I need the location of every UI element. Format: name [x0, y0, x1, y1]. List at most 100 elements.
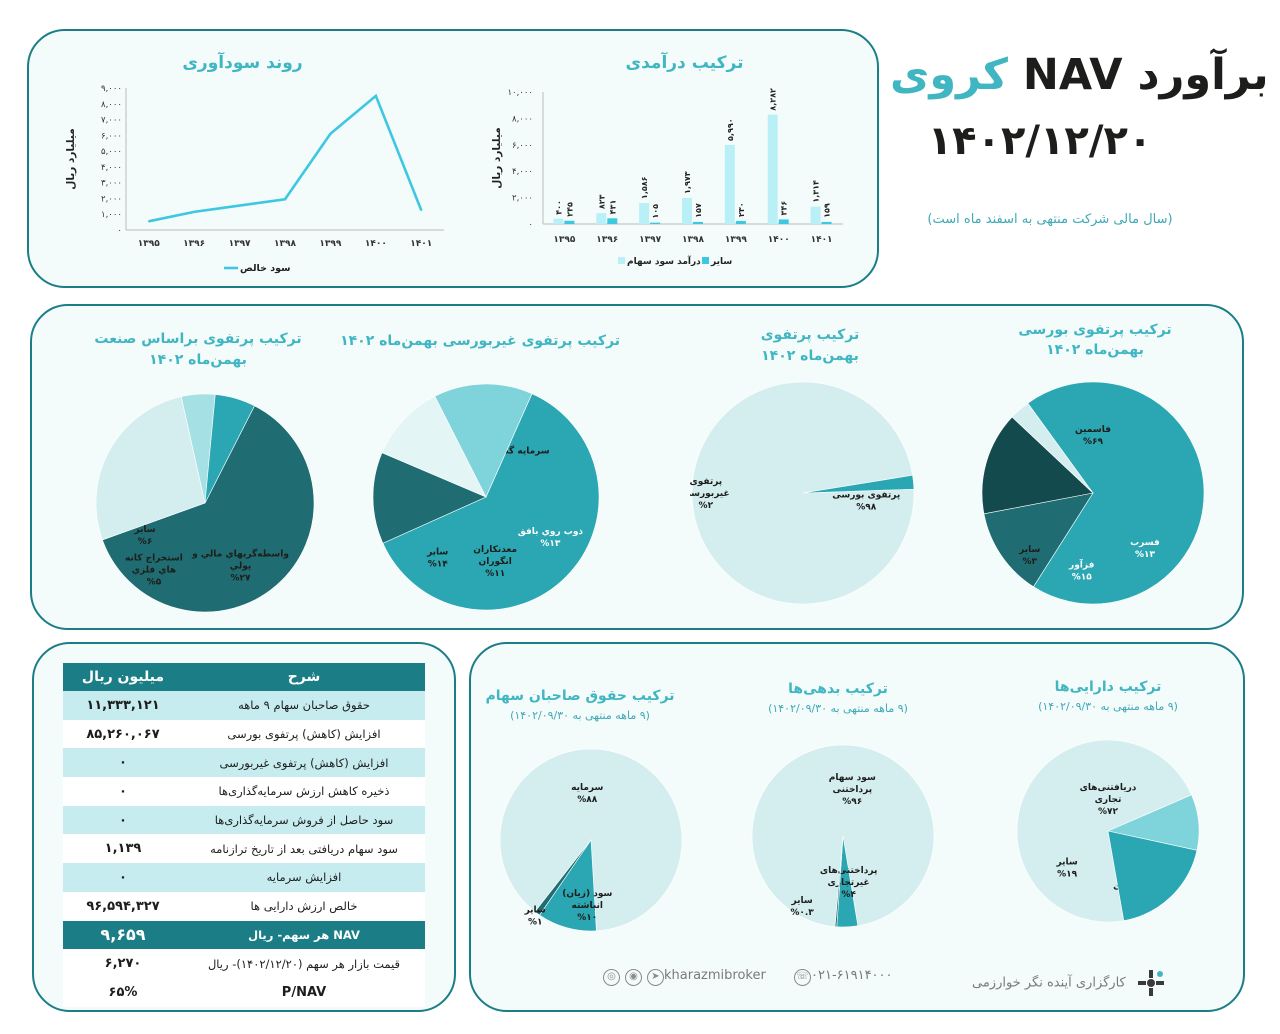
otc-portfolio-pie: سرمایه گذاري انديشه محوران%۶۱ذوب روي باف…	[372, 383, 600, 611]
y-tick-label: ۰	[117, 226, 122, 236]
slice-pct: %۱۳	[1135, 550, 1156, 560]
bar-label: ۸,۲۸۲	[769, 88, 778, 111]
liabilities-title: ترکیب بدهی‌ها	[788, 681, 888, 697]
bar-label: ۵,۹۹۰	[726, 118, 735, 141]
row-value: ۱,۱۳۹	[63, 834, 183, 864]
slice-label: سود (زیان)	[562, 889, 612, 899]
y-axis-label: میلیارد ریال	[65, 128, 77, 189]
page-title: کروی NAV برآورد	[890, 50, 1269, 100]
profit-trend-title: روند سودآوری	[182, 53, 303, 73]
equity-pie: سرمایه %۸۸ سود (زیان) انباشته %۱۰ سایر %۱	[499, 748, 683, 932]
income-mix-chart: ۰ ۲,۰۰۰ ۴,۰۰۰ ۶,۰۰۰ ۸,۰۰۰ ۱۰,۰۰۰ ۴۰۰ ۲۴۵ ۱۳۹۵ ۸۲۳…	[491, 88, 843, 267]
bar-label: ۴۰۰	[554, 200, 563, 215]
slice-label: پولي	[230, 561, 252, 571]
table-row: قیمت بازار هر سهم (۱۴۰۲/۱۲/۲۰)- ریال ۶,۲۷…	[63, 949, 425, 978]
y-tick-label: ۱,۰۰۰	[101, 210, 122, 220]
pie-slice	[534, 839, 592, 916]
bar-label: ۸۲۳	[597, 194, 606, 209]
bar	[682, 197, 692, 224]
bar-label: ۱,۳۱۴	[812, 180, 821, 203]
bar-label: ۱۵۷	[694, 203, 703, 218]
footer-social: ◎ ◉ ➤ kharazmibroker	[598, 968, 766, 986]
pie-slice	[983, 492, 1094, 588]
y-tick-label: ۸,۰۰۰	[512, 114, 533, 124]
slice-pct: %۲۷	[231, 573, 252, 583]
row-value: ۶,۲۷۰	[63, 949, 183, 978]
pie-slice	[834, 835, 844, 928]
y-tick-label: ۹,۰۰۰	[101, 84, 122, 94]
slice-pct: %۱	[528, 918, 543, 928]
slice-label: واسطه‌گريهاي مالي و	[191, 547, 289, 559]
footer-broker: کارگزاری آینده نگر خوارزمی	[972, 968, 1166, 998]
pie-slice	[981, 416, 1094, 515]
legend-label: درآمد سود سهام	[627, 255, 701, 267]
x-tick-label: ۱۴۰۱	[811, 235, 833, 245]
slice-label: دریافتنی‌های	[1080, 783, 1137, 793]
row-desc: افزایش (کاهش) پرتفوی غیربورسی	[183, 748, 425, 778]
bar-label: ۱۰۵	[651, 204, 660, 219]
pie-slice	[102, 405, 315, 613]
bar-label: ۴۳۱	[608, 200, 617, 215]
table-row: خالص ارزش دارایی ها ۹۶,۵۹۴,۳۲۷	[63, 891, 425, 921]
slice-pct: %۱۳	[540, 539, 561, 549]
assets-subtitle: (۹ ماهه منتهی به ۱۴۰۲/۰۹/۳۰)	[1038, 700, 1178, 713]
pie-slice	[751, 744, 935, 927]
pie-slice	[381, 395, 487, 498]
assets-title: ترکیب دارایی‌ها	[1054, 679, 1162, 695]
pie-slice	[1027, 381, 1205, 605]
slice-label: سایر	[133, 525, 155, 535]
telegram-icon[interactable]: ➤	[647, 969, 664, 986]
series-point	[284, 198, 286, 201]
slice-pct: %۱۵	[1072, 573, 1093, 583]
x-tick-label: ۱۳۹۸	[274, 239, 296, 249]
pie-slice	[1016, 739, 1192, 923]
slice-label: سایر	[1018, 545, 1040, 555]
exchange-portfolio-pie: فاسمین %۶۹ فسرب %۱۳ فزآور %۱۵ سایر %۳	[981, 381, 1205, 605]
table-row: سود سهام دریافتی بعد از تاریخ ترازنامه ۱,…	[63, 834, 425, 864]
slice-label: سایر	[426, 548, 448, 558]
table-row: افزایش سرمایه ۰	[63, 863, 425, 892]
instagram-icon[interactable]: ◉	[625, 969, 642, 986]
x-tick-label: ۱۳۹۸	[682, 235, 704, 245]
series-line	[148, 93, 423, 223]
slice-pct: %۹۶	[842, 797, 862, 807]
slice-label: سایر	[790, 896, 812, 906]
slice-label: فاسمین	[1075, 425, 1111, 435]
slice-pct: %۳	[1022, 557, 1037, 567]
slice-pct: %۱۰	[577, 913, 597, 923]
bar	[810, 206, 821, 224]
row-desc: خالص ارزش دارایی ها	[183, 891, 425, 921]
x-tick-label: ۱۳۹۶	[183, 239, 205, 249]
pie-slice	[1107, 830, 1198, 921]
x-tick-label: ۱۴۰۱	[410, 239, 432, 249]
equity-title: ترکیب حقوق صاحبان سهام	[485, 688, 675, 704]
y-axis-label: میلیارد ریال	[491, 127, 503, 188]
slice-label: پرتفوی	[690, 477, 722, 487]
slice-label: پرداختنی‌های	[820, 866, 878, 876]
footer-phone: ☏ ۰۲۱-۶۱۹۱۴۰۰۰	[789, 968, 893, 986]
series-point	[375, 95, 377, 97]
row-value: ۸۵,۲۶۰,۰۶۷	[63, 719, 183, 749]
slice-label: تجاری	[1095, 795, 1122, 805]
y-tick-label: ۶,۰۰۰	[101, 131, 122, 141]
y-tick-label: ۲,۰۰۰	[101, 194, 122, 204]
broker-logo-icon	[1136, 968, 1166, 998]
broker-name: کارگزاری آینده نگر خوارزمی	[972, 975, 1126, 991]
slice-label: غیربورسی	[690, 489, 730, 499]
profit-trend-chart: ۰ ۱,۰۰۰ ۲,۰۰۰ ۳,۰۰۰ ۴,۰۰۰ ۵,۰۰۰ ۶,۰۰۰ ۷,۰۰۰ ۸,۰۰…	[65, 84, 444, 274]
bar	[564, 220, 575, 224]
social-handle: kharazmibroker	[664, 968, 766, 983]
portfolio-title: ترکیب پرتفوی	[760, 327, 860, 343]
slice-pct: %۶۹	[1083, 437, 1104, 447]
page-date: ۱۴۰۲/۱۲/۲۰	[927, 118, 1153, 164]
row-desc: افزایش سرمایه	[183, 863, 425, 892]
pie-slice	[382, 393, 600, 611]
row-value: ۰	[63, 777, 183, 806]
web-icon[interactable]: ◎	[603, 969, 620, 986]
row-value: ۰	[63, 748, 183, 778]
bar	[735, 220, 746, 224]
x-tick-label: ۱۴۰۰	[768, 235, 790, 245]
legend-swatch	[618, 257, 625, 264]
bar-label: ۱۵۹	[823, 203, 832, 218]
bar	[767, 114, 778, 224]
